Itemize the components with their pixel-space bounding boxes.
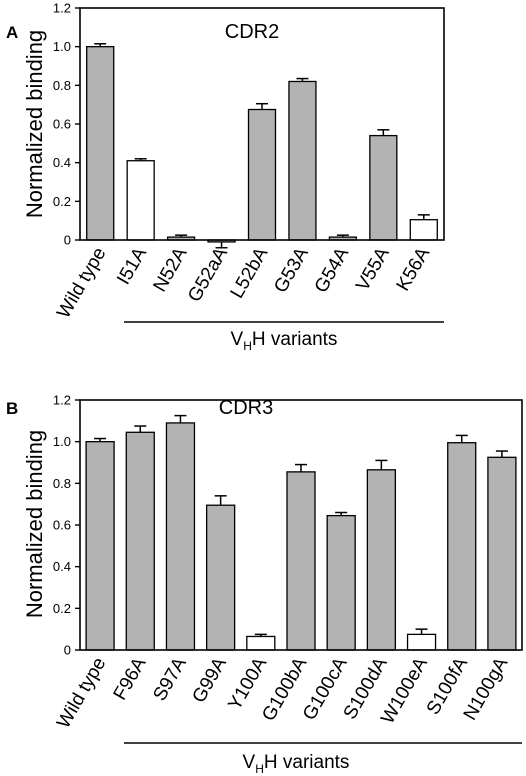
panel-b-bar-5	[286, 471, 316, 651]
panel-b-bar-8	[406, 633, 437, 651]
panel-a-bar-5	[288, 80, 317, 241]
panel-b-errorbar-2	[174, 414, 187, 423]
panel-a-ytick-label-6: 1.2	[53, 1, 71, 16]
panel-a-category-label-0: Wild type	[53, 244, 110, 322]
panel-b-errorbar-6	[335, 511, 348, 516]
panel-b-letter: B	[6, 399, 18, 418]
panel-b-errorbar-10	[495, 450, 508, 458]
panel-a-errorbar-6	[336, 234, 349, 238]
panel-a-ylabel: Normalized binding	[22, 30, 47, 218]
panel-b-bar-3	[205, 504, 236, 651]
panel-b-xlabel-subscript: H	[255, 762, 264, 776]
panel-b-bar-6	[326, 514, 356, 651]
panel-b-ytick-label-3: 0.6	[53, 518, 71, 533]
panel-a-category-label-2: N52A	[149, 244, 191, 296]
panel-b-title: CDR3	[219, 397, 273, 419]
panel-a-xlabel-prefix: V	[231, 329, 244, 350]
panel-a-axes-frame	[79, 7, 445, 241]
panel-a-ytick-label-1: 0.2	[53, 194, 71, 209]
panel-a-chart: A CDR2 Normalized binding 0 0.2 0.4 0.6 0.8 1…	[6, 1, 445, 353]
panel-b-errorbar-9	[455, 434, 468, 443]
panel-a-category-label-1: I51A	[113, 244, 151, 289]
panel-a-errorbar-4	[256, 102, 268, 110]
panel-b-xlabel-suffix: H variants	[264, 752, 350, 773]
panel-a-errorbar-0	[94, 43, 107, 47]
panel-a-category-label-6: G54A	[311, 244, 354, 297]
panel-b-yticks: 0 0.2 0.4 0.6 0.8 1.0 1.2	[53, 393, 80, 658]
panel-b-category-label-0: Wild type	[53, 654, 110, 732]
panel-b-category-label-3: G99A	[188, 654, 231, 707]
panel-a-category-label-4: L52bA	[227, 244, 273, 302]
panel-b-errorbar-8	[415, 628, 428, 635]
panel-b-ytick-label-1: 0.2	[53, 601, 71, 616]
panel-b-bar-0	[85, 441, 115, 651]
panel-b-errorbar-1	[134, 425, 147, 433]
panel-b-errorbar-7	[375, 459, 388, 470]
panel-a-category-label-5: G53A	[270, 244, 313, 297]
panel-b-chart: B CDR3 Normalized binding 0 0.2 0.4 0.6 0.8 1…	[6, 393, 523, 776]
panel-b-category-labels: Wild type F96AS97AG99AY100AG100bAG100cAS1…	[53, 654, 512, 732]
panel-a-errorbar-5	[296, 77, 309, 82]
panel-b-ytick-label-6: 1.2	[53, 393, 71, 408]
panel-b-axes-frame	[79, 399, 523, 651]
panel-a-xlabel-suffix: H variants	[252, 329, 338, 350]
panel-a-letter: A	[6, 23, 18, 42]
panel-a-errorbar-2	[175, 234, 188, 238]
panel-b-errorbar-3	[214, 495, 227, 506]
panel-b-bar-7	[366, 469, 397, 651]
panel-a-ytick-label-2: 0.4	[53, 155, 71, 170]
panel-a-yticks: 0 0.2 0.4 0.6 0.8 1.0 1.2	[53, 1, 80, 248]
panel-b-xlabel: VHH variants	[243, 752, 350, 776]
panel-b-ytick-label-5: 1.0	[53, 434, 71, 449]
panel-a-ytick-label-0: 0	[64, 233, 71, 248]
panel-b-errorbar-4	[254, 633, 267, 637]
panel-b-errorbar-5	[295, 463, 307, 472]
panel-b-xlabel-prefix: V	[243, 752, 256, 773]
panel-a-title: CDR2	[225, 21, 279, 43]
panel-a-bar-8	[409, 219, 438, 241]
panel-a-xlabel: VHH variants	[231, 329, 338, 353]
panel-b-bar-10	[487, 456, 517, 651]
panel-b-ytick-label-4: 0.8	[53, 476, 71, 491]
panel-a-bar-4	[247, 108, 277, 241]
panel-b-bar-1	[125, 431, 155, 651]
panel-a-category-label-3: G52aA	[184, 244, 232, 306]
panel-a-category-label-8: K56A	[393, 244, 435, 295]
panel-a-ytick-label-5: 1.0	[53, 39, 71, 54]
panel-b-ytick-label-0: 0	[64, 643, 71, 658]
panel-a-category-label-7: V55A	[352, 244, 394, 295]
panel-a-ytick-label-3: 0.6	[53, 117, 71, 132]
panel-b-category-label-2: S97A	[149, 654, 191, 705]
panel-b-bar-4	[246, 635, 276, 651]
panel-b-ytick-label-2: 0.4	[53, 559, 71, 574]
panel-b-bars	[85, 414, 517, 651]
panel-a-errorbar-3	[215, 241, 228, 249]
panel-a-xlabel-subscript: H	[243, 339, 252, 353]
panel-a-errorbar-1	[134, 158, 147, 161]
panel-a-bars	[86, 43, 438, 249]
panel-b-errorbar-0	[94, 437, 107, 442]
panel-a-bar-1	[126, 160, 155, 241]
panel-b-bar-9	[447, 442, 477, 651]
panel-a-ytick-label-4: 0.8	[53, 78, 71, 93]
panel-a-bar-0	[86, 46, 115, 241]
panel-b-ylabel: Normalized binding	[22, 430, 47, 618]
panel-b-bar-2	[165, 422, 196, 651]
panel-a-errorbar-7	[377, 129, 390, 136]
panel-b-category-label-1: F96A	[110, 654, 151, 704]
panel-a-bar-7	[369, 134, 398, 241]
panel-a-errorbar-8	[417, 214, 430, 220]
